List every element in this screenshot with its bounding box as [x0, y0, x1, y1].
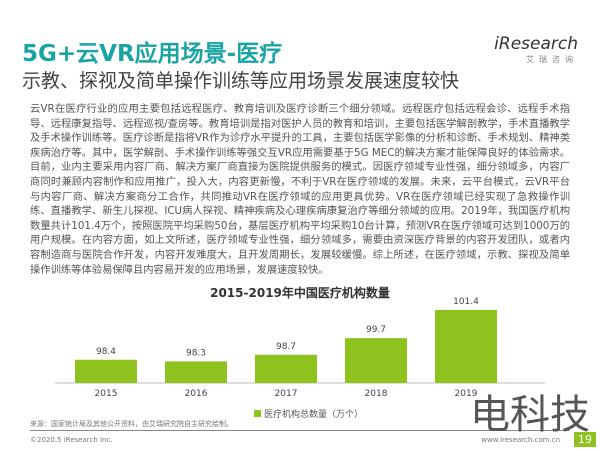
- x-tick-label: 2019: [455, 389, 478, 399]
- logo-main: iResearch: [494, 34, 578, 54]
- chart-legend: 医疗机构总数量（万个）: [254, 407, 363, 420]
- x-tick-label: 2018: [365, 389, 388, 399]
- bar-2015: [75, 359, 137, 383]
- legend-label: 医疗机构总数量（万个）: [264, 410, 364, 420]
- data-label: 99.7: [366, 325, 386, 335]
- bar-2019: [435, 309, 497, 383]
- watermark: 电科技: [470, 392, 590, 438]
- logo: iResearch 艾瑞咨询: [494, 34, 578, 65]
- body-text: 云VR在医疗行业的应用主要包括远程医疗、教育培训及医疗诊断三个细分领域。远程医疗…: [30, 103, 570, 276]
- page-subtitle: 示教、探视及简单操作训练等应用场景发展速度较快: [22, 70, 460, 92]
- bar-2017: [255, 354, 317, 383]
- bar-2016: [165, 361, 227, 383]
- x-tick-label: 2015: [95, 389, 118, 399]
- data-label: 98.4: [96, 347, 116, 357]
- footer-divider: [30, 430, 570, 431]
- x-tick-label: 2016: [185, 389, 208, 399]
- legend-swatch: [254, 410, 261, 417]
- x-tick-label: 2017: [275, 389, 298, 399]
- source-note: 来源：国家统计局及其他公开资料，由艾瑞研究院自主研究绘制。: [30, 420, 233, 428]
- chart-title: 2015-2019年中国医疗机构数量: [210, 286, 390, 300]
- data-label: 98.3: [186, 348, 206, 358]
- website-url: www.iresearch.com.cn: [481, 436, 560, 444]
- page-number: 19: [574, 432, 596, 447]
- data-label: 101.4: [453, 297, 479, 307]
- logo-sub: 艾瑞咨询: [526, 55, 578, 64]
- data-label: 98.7: [276, 342, 296, 352]
- bar-2018: [345, 338, 407, 383]
- page-title: 5G+云VR应用场景-医疗: [22, 41, 283, 67]
- copyright: ©2020.5 iResearch Inc.: [30, 436, 113, 444]
